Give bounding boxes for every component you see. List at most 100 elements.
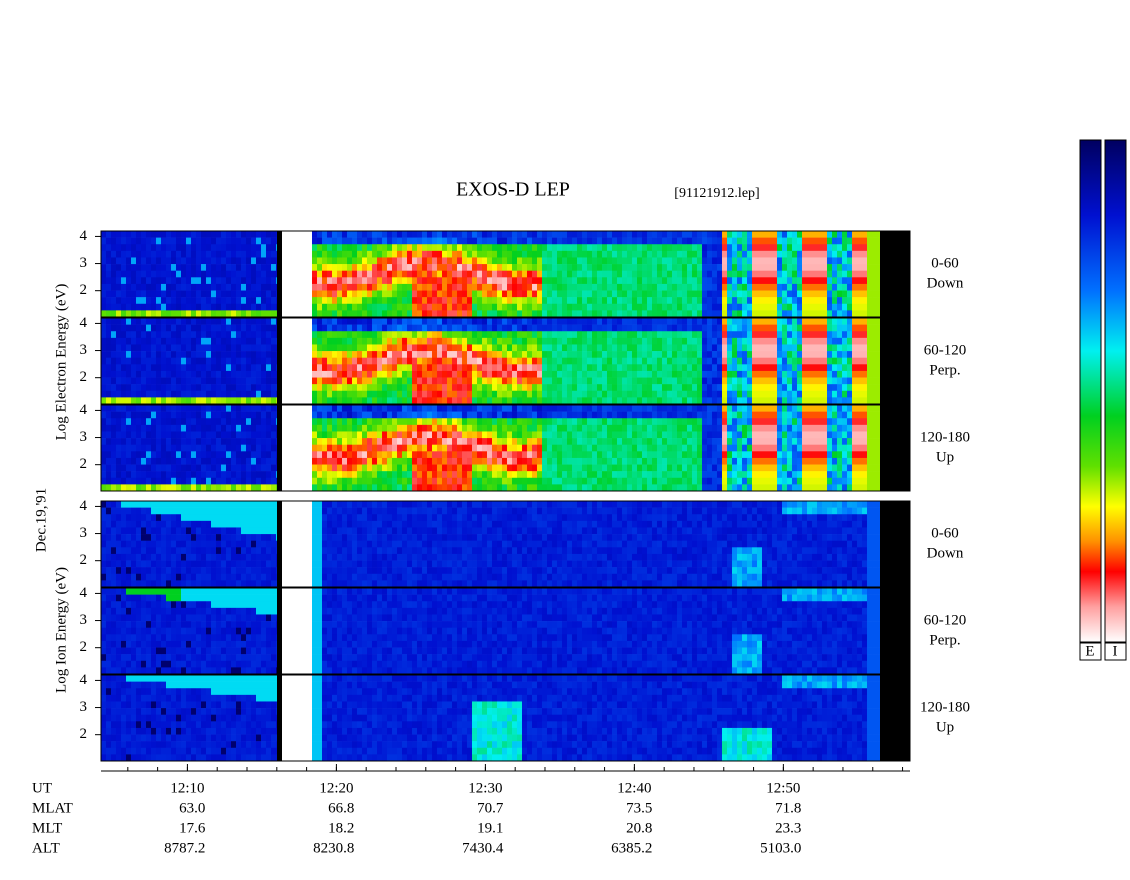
spectrogram-cell	[437, 451, 442, 458]
spectrogram-cell	[562, 351, 567, 358]
spectrogram-cell	[487, 231, 492, 238]
spectrogram-cell	[832, 344, 837, 351]
spectrogram-cell	[547, 271, 552, 278]
spectrogram-cell	[507, 438, 512, 445]
spectrogram-cell	[402, 358, 407, 365]
spectrogram-cell	[246, 238, 251, 245]
spectrogram-cell	[362, 458, 367, 465]
spectrogram-cell	[161, 418, 166, 425]
spectrogram-cell	[342, 425, 347, 432]
spectrogram-cell	[101, 445, 106, 452]
spectrogram-cell	[712, 384, 717, 391]
spectrogram-cell	[312, 284, 317, 291]
spectrogram-cell	[782, 271, 787, 278]
spectrogram-cell	[116, 238, 121, 245]
spectrogram-cell	[367, 418, 372, 425]
spectrogram-cell	[357, 364, 362, 371]
spectrogram-cell	[226, 371, 231, 378]
spectrogram-cell	[472, 264, 477, 271]
spectrogram-cell	[332, 438, 337, 445]
spectrogram-cell	[211, 412, 216, 419]
spectrogram-cell	[597, 310, 602, 317]
spectrogram-cell	[251, 310, 256, 317]
spectrogram-cell	[412, 431, 417, 438]
spectrogram-cell	[632, 277, 637, 284]
spectrogram-cell	[251, 418, 256, 425]
spectrogram-cell	[842, 244, 847, 251]
spectrogram-cell	[507, 412, 512, 419]
spectrogram-cell	[181, 458, 186, 465]
spectrogram-cell	[517, 384, 522, 391]
spectrogram-cell	[271, 344, 276, 351]
spectrogram-cell	[847, 257, 852, 264]
spectrogram-cell	[266, 378, 271, 385]
spectrogram-cell	[612, 378, 617, 385]
spectrogram-cell	[632, 310, 637, 317]
spectrogram-cell	[367, 238, 372, 245]
spectrogram-cell	[166, 251, 171, 258]
spectrogram-cell	[442, 264, 447, 271]
spectrogram-cell	[442, 244, 447, 251]
spectrogram-cell	[657, 344, 662, 351]
spectrogram-cell	[256, 344, 261, 351]
spectrogram-cell	[782, 378, 787, 385]
spectrogram-cell	[827, 325, 832, 332]
spectrogram-cell	[417, 338, 422, 345]
spectrogram-cell	[166, 451, 171, 458]
spectrogram-cell	[752, 297, 757, 304]
spectrogram-cell	[802, 304, 807, 311]
spectrogram-cell	[727, 397, 732, 404]
spectrogram-cell	[537, 378, 542, 385]
spectrogram-cell	[141, 244, 146, 251]
spectrogram-cell	[407, 471, 412, 478]
spectrogram-cell	[822, 344, 827, 351]
spectrogram-cell	[487, 418, 492, 425]
spectrogram-cell	[872, 364, 877, 371]
spectrogram-cell	[231, 484, 236, 491]
spectrogram-cell	[166, 478, 171, 485]
spectrogram-cell	[462, 331, 467, 338]
spectrogram-cell	[467, 458, 472, 465]
spectrogram-cell	[787, 277, 792, 284]
spectrogram-cell	[827, 238, 832, 245]
spectrogram-cell	[592, 391, 597, 398]
spectrogram-cell	[702, 391, 707, 398]
spectrogram-cell	[497, 318, 502, 325]
spectrogram-cell	[387, 405, 392, 412]
spectrogram-cell	[822, 378, 827, 385]
spectrogram-cell	[317, 358, 322, 365]
spectrogram-cell	[221, 304, 226, 311]
spectrogram-cell	[251, 271, 256, 278]
spectrogram-cell	[266, 244, 271, 251]
spectrogram-cell	[106, 251, 111, 258]
spectrogram-cell	[422, 445, 427, 452]
spectrogram-cell	[111, 364, 116, 371]
spectrogram-cell	[402, 338, 407, 345]
spectrogram-cell	[467, 331, 472, 338]
spectrogram-cell	[682, 310, 687, 317]
spectrogram-cell	[807, 338, 812, 345]
spectrogram-cell	[342, 478, 347, 485]
spectrogram-cell	[527, 364, 532, 371]
spectrogram-cell	[572, 318, 577, 325]
spectrogram-cell	[211, 325, 216, 332]
spectrogram-cell	[136, 465, 141, 472]
spectrogram-cell	[372, 238, 377, 245]
spectrogram-cell	[772, 371, 777, 378]
spectrogram-cell	[322, 391, 327, 398]
spectrogram-cell	[116, 271, 121, 278]
spectrogram-cell	[201, 484, 206, 491]
spectrogram-cell	[662, 318, 667, 325]
spectrogram-cell	[256, 284, 261, 291]
spectrogram-cell	[151, 418, 156, 425]
spectrogram-cell	[507, 291, 512, 298]
spectrogram-cell	[226, 431, 231, 438]
spectrogram-cell	[216, 358, 221, 365]
spectrogram-cell	[372, 471, 377, 478]
spectrogram-cell	[517, 291, 522, 298]
spectrogram-cell	[342, 364, 347, 371]
spectrogram-cell	[236, 378, 241, 385]
spectrogram-cell	[572, 391, 577, 398]
spectrogram-cell	[452, 277, 457, 284]
spectrogram-cell	[392, 338, 397, 345]
